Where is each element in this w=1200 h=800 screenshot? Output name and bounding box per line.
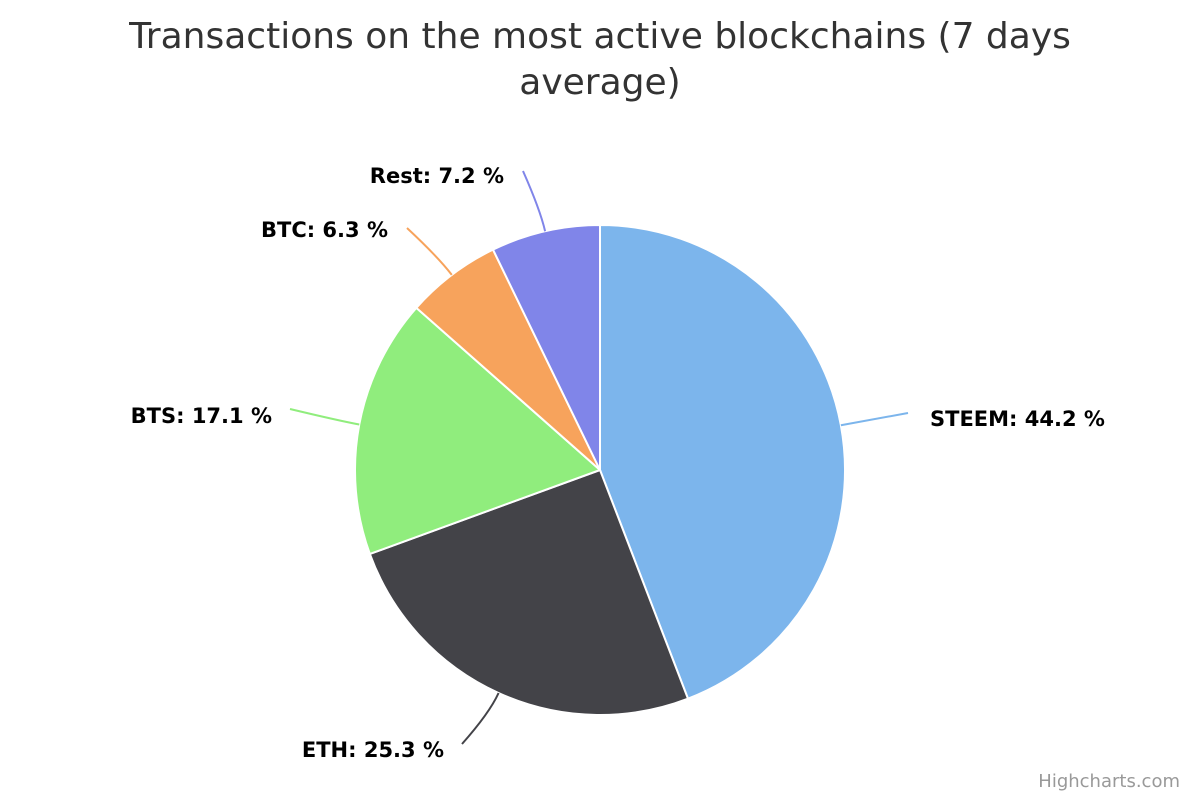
data-label-steem: STEEM: 44.2 % — [930, 407, 1105, 431]
pie-slice-bts[interactable] — [354, 306, 601, 555]
data-label-btc: BTC: 6.3 % — [261, 218, 388, 242]
pie-slice-rest[interactable] — [492, 224, 601, 471]
pie-slice-steem[interactable] — [599, 224, 846, 700]
connector-rest — [522, 170, 547, 232]
pie-slices — [354, 224, 846, 716]
chart-title: Transactions on the most active blockcha… — [129, 16, 1071, 103]
credits-link[interactable]: Highcharts.com — [1038, 771, 1180, 792]
data-labels: STEEM: 44.2 % ETH: 25.3 % BTS: 17.1 % BTC: … — [131, 164, 1105, 762]
data-label-rest: Rest: 7.2 % — [370, 164, 504, 188]
label-connectors — [289, 170, 909, 745]
data-label-eth: ETH: 25.3 % — [302, 738, 444, 762]
connector-btc — [406, 227, 453, 276]
connector-steem — [840, 412, 909, 427]
connector-bts — [289, 408, 360, 426]
data-label-bts: BTS: 17.1 % — [131, 404, 272, 428]
connector-eth — [461, 692, 500, 745]
